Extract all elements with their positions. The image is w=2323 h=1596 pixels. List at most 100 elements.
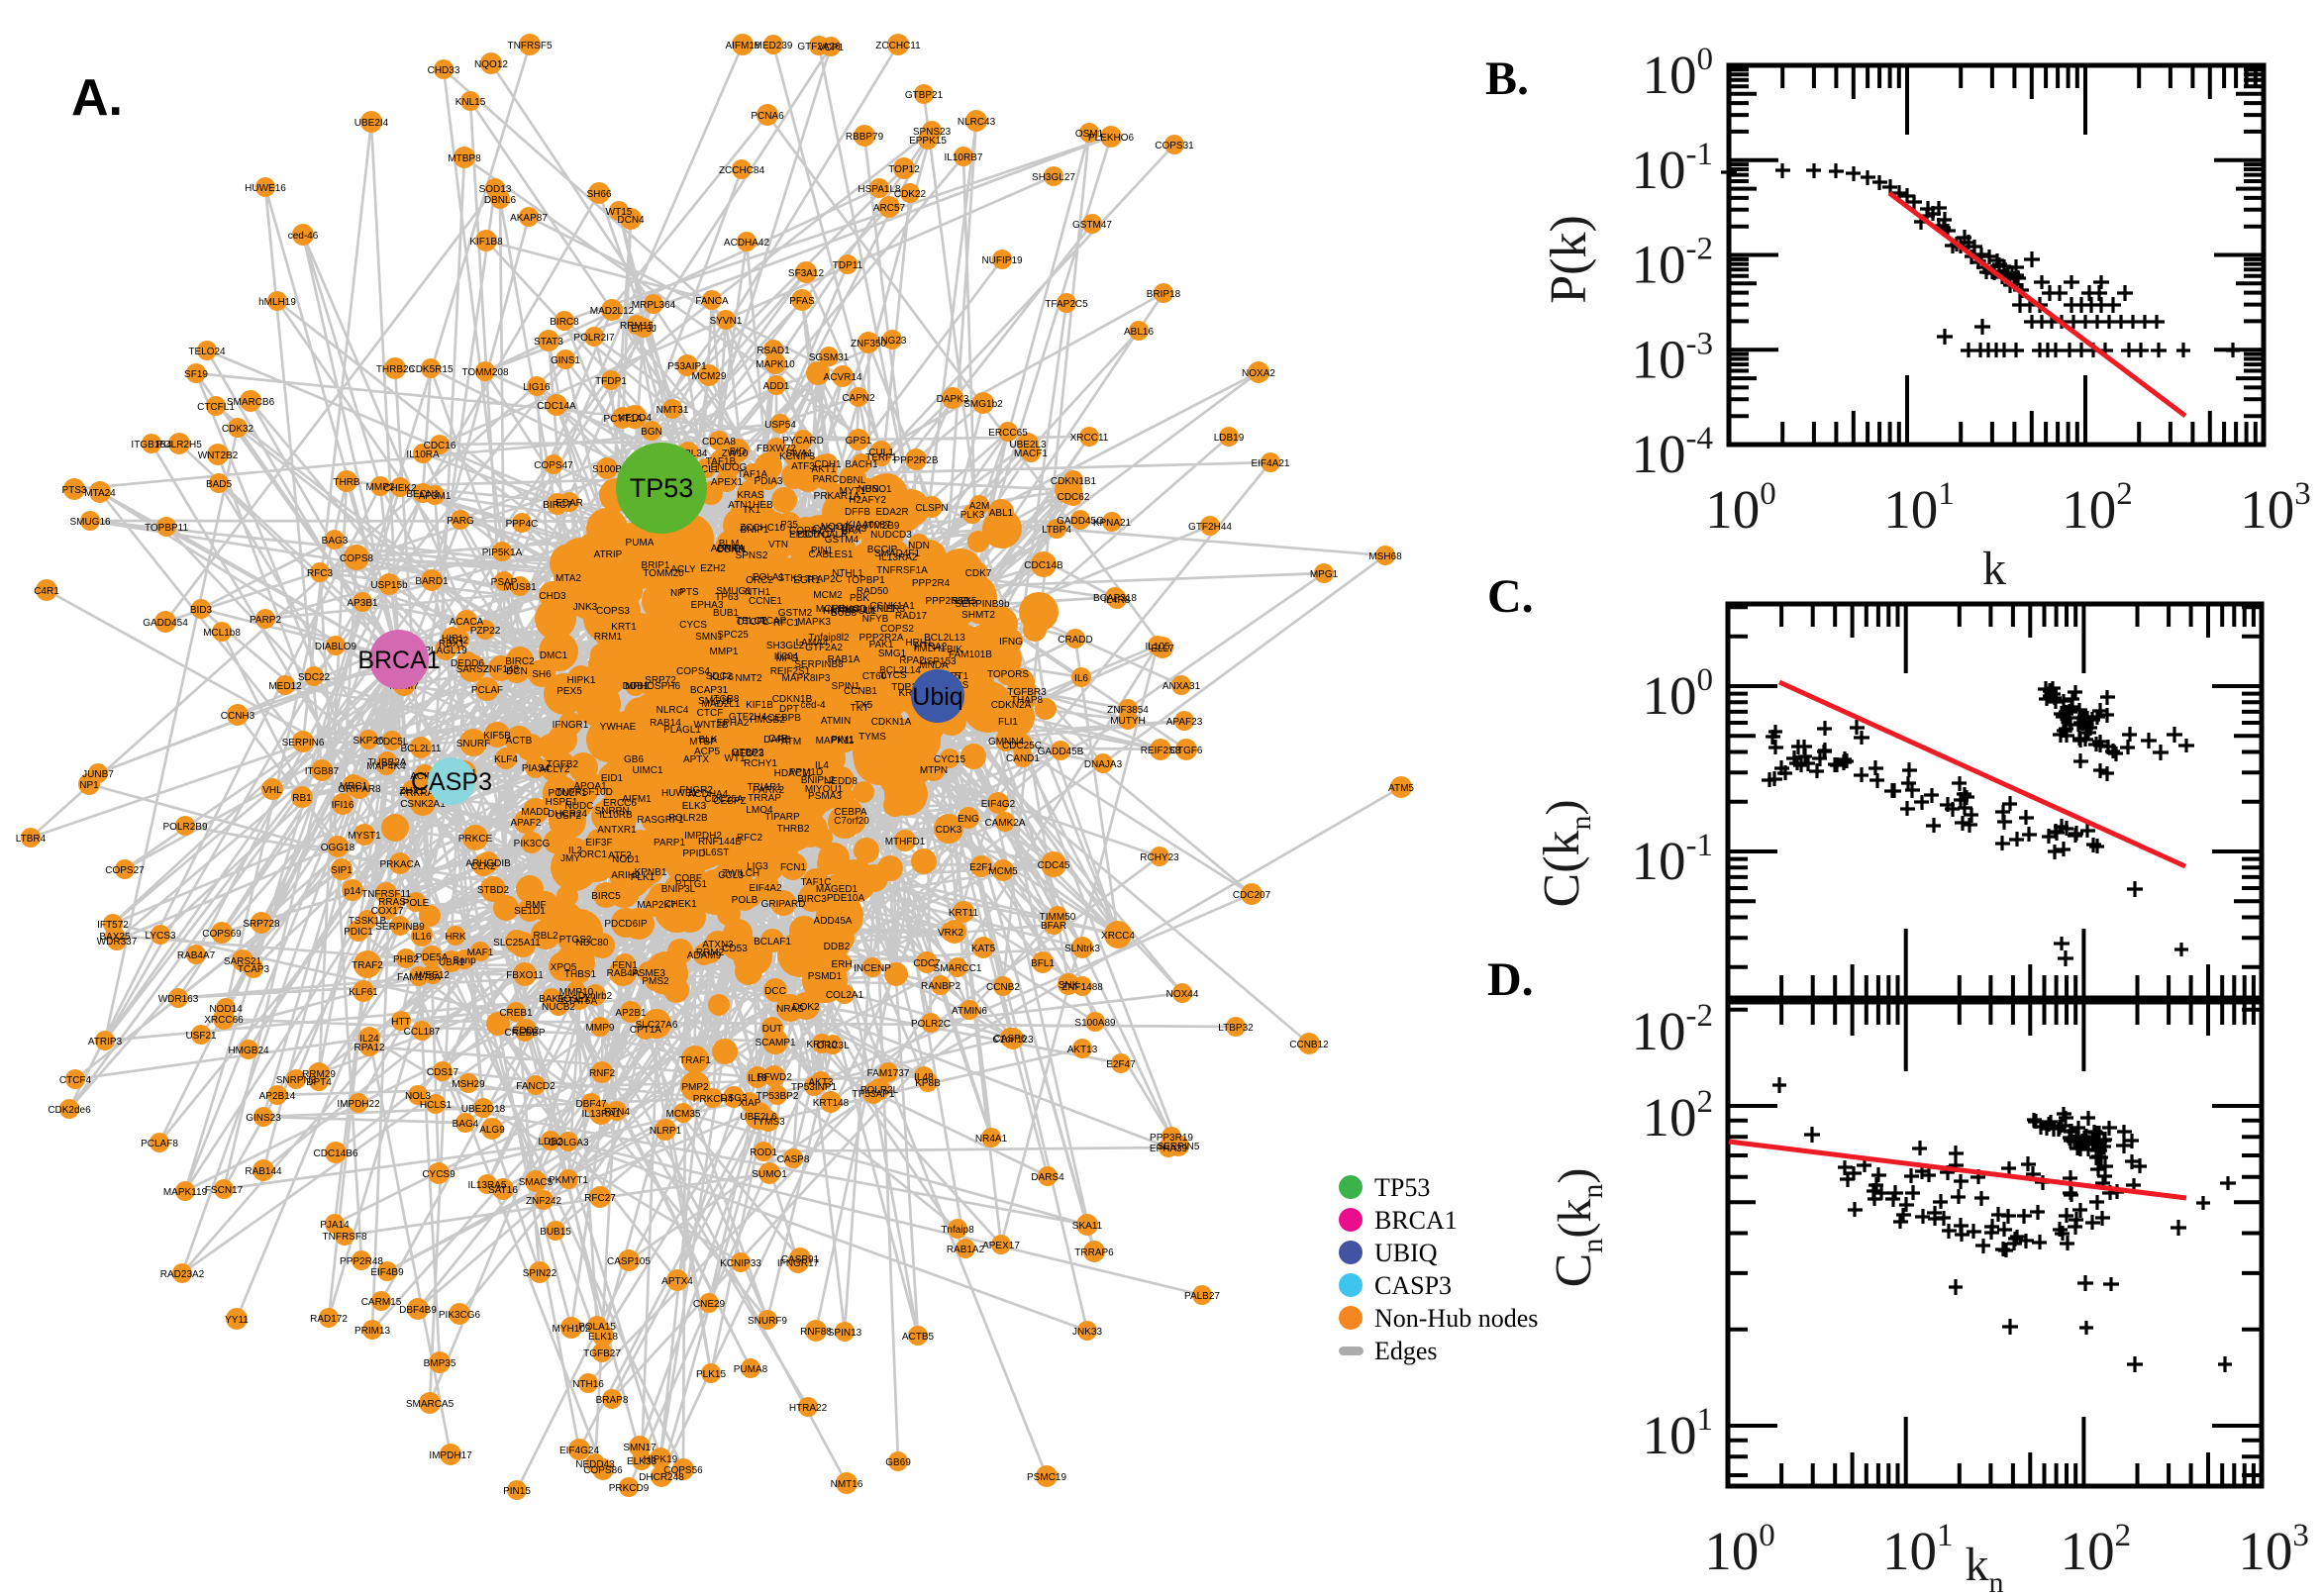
svg-text:TIPARP: TIPARP [764, 812, 800, 823]
svg-text:RB1: RB1 [292, 793, 312, 804]
svg-text:IL16: IL16 [412, 932, 432, 943]
svg-text:AKAP87: AKAP87 [510, 213, 548, 224]
svg-text:SMARCB6: SMARCB6 [227, 397, 275, 408]
svg-text:RFC27: RFC27 [584, 1193, 616, 1204]
svg-text:ATF3: ATF3 [791, 461, 815, 472]
svg-text:MAPK119: MAPK119 [163, 1187, 208, 1198]
svg-text:SPIN13: SPIN13 [828, 1328, 862, 1339]
svg-text:POLR2B9: POLR2B9 [162, 822, 207, 833]
svg-text:LIG16: LIG16 [523, 382, 551, 393]
svg-text:NBN: NBN [858, 484, 878, 495]
svg-text:RRM15: RRM15 [620, 321, 654, 332]
svg-text:ced-4: ced-4 [800, 700, 825, 711]
svg-text:DARS4: DARS4 [1031, 1172, 1064, 1183]
svg-text:KIF5B: KIF5B [483, 731, 511, 742]
svg-text:MCM29: MCM29 [691, 371, 726, 382]
svg-text:CDC62: CDC62 [1058, 492, 1090, 503]
svg-text:SMARCC1: SMARCC1 [934, 963, 982, 974]
svg-text:MTA2: MTA2 [556, 573, 581, 584]
svg-text:PPP4C: PPP4C [506, 519, 539, 530]
svg-text:TP53BP2: TP53BP2 [757, 1091, 799, 1102]
svg-text:SAT16: SAT16 [488, 1185, 518, 1196]
svg-text:LTBR4: LTBR4 [16, 834, 47, 845]
svg-text:PJA14: PJA14 [320, 1220, 350, 1231]
svg-text:ATM: ATM [781, 737, 801, 748]
svg-text:CRADD: CRADD [1058, 635, 1093, 646]
svg-text:CDK2de6: CDK2de6 [48, 1105, 91, 1116]
svg-text:NUFIP19: NUFIP19 [981, 255, 1023, 266]
svg-text:CASP8: CASP8 [777, 1154, 810, 1165]
svg-text:Edges: Edges [1374, 1337, 1438, 1365]
svg-text:SNRPN3: SNRPN3 [276, 1075, 317, 1086]
svg-text:AKT13: AKT13 [1067, 1045, 1098, 1055]
svg-text:ANTXR1: ANTXR1 [597, 825, 637, 836]
svg-text:FEN1: FEN1 [612, 960, 638, 971]
svg-text:CDS17: CDS17 [427, 1067, 459, 1078]
svg-text:TNFRSF5: TNFRSF5 [508, 41, 553, 51]
svg-text:IFNGR1: IFNGR1 [553, 720, 589, 731]
svg-text:CLK2: CLK2 [470, 861, 495, 872]
svg-text:MCM2: MCM2 [813, 590, 843, 601]
svg-text:POLB: POLB [732, 895, 758, 906]
svg-text:ANXA31: ANXA31 [1162, 681, 1201, 692]
svg-text:FLI1: FLI1 [998, 717, 1018, 728]
svg-text:VCP1: VCP1 [818, 43, 845, 53]
svg-text:D.: D. [1487, 953, 1534, 1006]
svg-text:OSM1: OSM1 [1075, 129, 1104, 140]
svg-text:DFFB: DFFB [845, 507, 870, 518]
svg-text:BLK: BLK [699, 735, 718, 746]
svg-text:PARP2: PARP2 [250, 615, 281, 626]
svg-text:PTS3: PTS3 [61, 485, 86, 496]
svg-text:PPP2R48: PPP2R48 [340, 1256, 383, 1267]
svg-text:ATF2: ATF2 [608, 850, 632, 861]
svg-text:AIFM1: AIFM1 [622, 794, 652, 805]
svg-text:ACDHA42: ACDHA42 [724, 238, 770, 249]
svg-text:PTGS2: PTGS2 [559, 935, 592, 946]
svg-text:A2M: A2M [969, 501, 990, 512]
svg-text:APOA1: APOA1 [573, 781, 607, 792]
svg-text:USP2: USP2 [556, 811, 582, 822]
svg-text:TP63: TP63 [715, 592, 739, 603]
svg-text:PFAS: PFAS [789, 296, 815, 307]
svg-text:CTCF4: CTCF4 [59, 1075, 92, 1086]
svg-text:DEDD6: DEDD6 [451, 658, 484, 669]
svg-text:THBS1: THBS1 [564, 969, 597, 980]
svg-text:IMPDH17: IMPDH17 [429, 1450, 472, 1461]
svg-text:PTS: PTS [679, 587, 699, 598]
svg-text:HRK: HRK [445, 932, 465, 943]
svg-text:BRAP8: BRAP8 [596, 1395, 629, 1406]
svg-text:MUTYH: MUTYH [1110, 716, 1146, 727]
svg-text:RAD172: RAD172 [310, 1314, 348, 1325]
svg-text:SKA11: SKA11 [1072, 1221, 1103, 1232]
svg-text:GINS23: GINS23 [246, 1113, 281, 1124]
svg-text:MCM5: MCM5 [988, 866, 1018, 877]
svg-text:DHCR248: DHCR248 [639, 1472, 684, 1483]
svg-text:JMY: JMY [560, 853, 580, 864]
svg-text:HMGB24: HMGB24 [228, 1046, 269, 1056]
svg-text:BCAP31: BCAP31 [690, 685, 729, 696]
svg-text:KPNA21: KPNA21 [1093, 518, 1132, 529]
svg-text:TP53: TP53 [630, 473, 694, 503]
svg-text:ZW10: ZW10 [722, 449, 749, 459]
svg-text:RRAS: RRAS [378, 897, 406, 908]
svg-text:FCN1: FCN1 [780, 862, 807, 873]
svg-text:RCHY1: RCHY1 [744, 758, 777, 769]
svg-text:CYCS9: CYCS9 [422, 1169, 455, 1180]
svg-text:FANCA: FANCA [695, 296, 729, 307]
svg-text:BCAP318: BCAP318 [1093, 593, 1137, 604]
svg-text:BRCA1: BRCA1 [1374, 1206, 1458, 1235]
svg-text:TYMS3: TYMS3 [752, 1117, 785, 1128]
svg-text:CASP3: CASP3 [1374, 1271, 1452, 1300]
svg-text:RAB144: RAB144 [245, 1166, 282, 1177]
svg-text:EPHA2: EPHA2 [717, 718, 750, 729]
svg-text:A.: A. [71, 69, 123, 127]
svg-text:BIRC5: BIRC5 [591, 891, 621, 902]
svg-text:NOD14: NOD14 [209, 1004, 243, 1015]
svg-text:TRRAP6: TRRAP6 [1074, 1247, 1114, 1258]
svg-text:KIF1B: KIF1B [746, 700, 773, 711]
svg-text:AIFM18: AIFM18 [725, 41, 759, 51]
svg-text:CDK32: CDK32 [222, 424, 254, 435]
svg-text:REIF2S8: REIF2S8 [1141, 746, 1181, 756]
svg-text:COPS27: COPS27 [105, 865, 145, 876]
svg-text:LYCS3: LYCS3 [146, 931, 176, 942]
